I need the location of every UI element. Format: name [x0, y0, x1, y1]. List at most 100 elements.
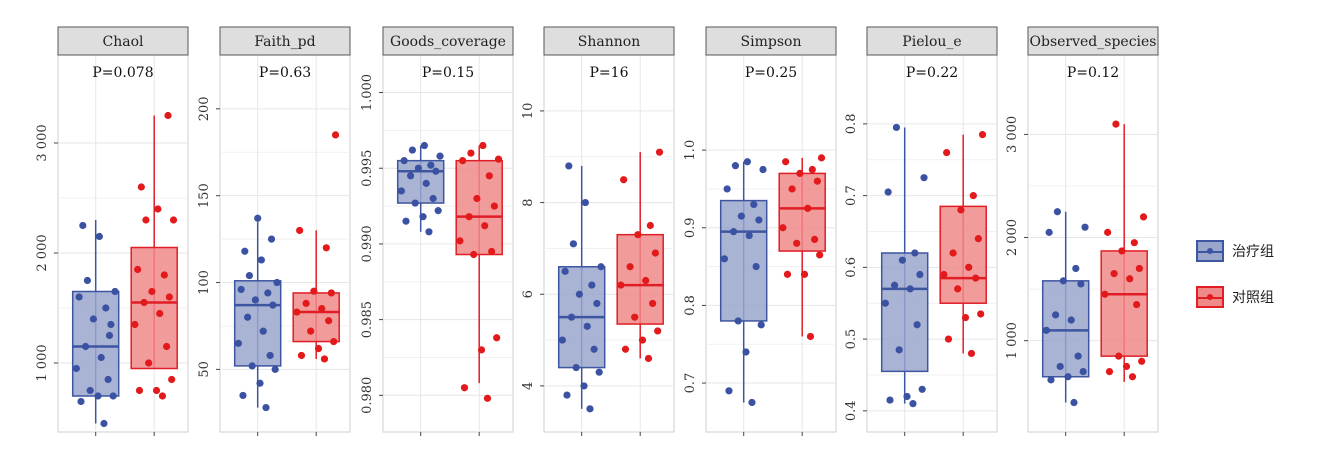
data-point [1101, 290, 1109, 298]
data-point [459, 157, 467, 165]
data-point [563, 391, 571, 399]
data-point [793, 239, 801, 247]
data-point [400, 157, 408, 165]
data-point [1056, 362, 1064, 371]
y-tick-label: 6 [521, 290, 536, 298]
data-point [911, 249, 919, 257]
y-tick-label: 2 000 [1005, 219, 1020, 256]
strip-header [866, 26, 998, 56]
data-point [978, 131, 987, 139]
strip-title: Shannon [578, 34, 640, 50]
strip-header [705, 26, 837, 56]
data-point [892, 123, 901, 132]
series-treatment [880, 123, 929, 408]
data-point [1047, 376, 1055, 384]
series-control [1100, 120, 1148, 382]
data-point [262, 403, 270, 412]
legend: 治疗组 对照组 [1196, 238, 1326, 318]
panel-0: Chaol P=0.078 1 000 2 000 3 000 [35, 26, 189, 436]
data-point [1118, 247, 1126, 255]
data-point [817, 154, 826, 162]
y-tick-label: 150 [197, 183, 212, 208]
data-point [168, 375, 176, 384]
data-point [264, 289, 272, 297]
legend-item-control: 对照组 [1196, 284, 1274, 310]
data-point [107, 320, 115, 329]
data-point [646, 221, 654, 230]
data-point [723, 185, 731, 193]
data-point [649, 299, 657, 308]
strip-title: Goods_coverage [390, 34, 506, 50]
data-point [164, 111, 172, 120]
strip-header [219, 26, 351, 56]
panel-6: Observed_species P=0.12 1 000 2 000 3 000 [1005, 26, 1159, 436]
strip-title: Chaol [103, 34, 145, 50]
data-point [488, 247, 496, 256]
data-point [949, 249, 957, 257]
data-point [895, 346, 903, 354]
data-point [737, 212, 746, 220]
data-point [1135, 264, 1143, 273]
data-point [881, 299, 889, 307]
data-point [1053, 208, 1062, 216]
data-point [293, 308, 301, 316]
y-tick-label: 100 [197, 270, 212, 295]
data-point [1105, 367, 1114, 376]
data-point [94, 392, 102, 400]
data-point [331, 131, 340, 139]
data-point [944, 335, 953, 343]
y-tick-label: 200 [197, 96, 212, 121]
y-tick-label: 0.980 [360, 377, 375, 414]
data-point [460, 384, 469, 392]
panel-4: Simpson P=0.25 0.7 0.8 0.9 1.0 [683, 26, 837, 436]
data-point [330, 337, 338, 346]
legend-label-treatment: 治疗组 [1232, 244, 1274, 260]
data-point [257, 256, 265, 264]
data-point [327, 289, 335, 297]
data-point [811, 235, 819, 244]
data-point [620, 176, 628, 184]
data-point [140, 298, 148, 307]
data-point [755, 216, 763, 224]
y-tick-label: 10 [521, 103, 536, 120]
data-point [134, 265, 142, 274]
box [1041, 280, 1090, 378]
data-point [804, 204, 812, 212]
data-point [909, 400, 917, 408]
data-point [307, 327, 315, 335]
data-point [160, 271, 168, 279]
data-point [1112, 120, 1120, 128]
p-value: P=0.15 [422, 65, 474, 81]
data-point [961, 313, 970, 322]
p-value: P=0.22 [906, 65, 958, 81]
data-point [105, 331, 114, 340]
data-point [655, 148, 664, 156]
y-tick-label: 3 000 [35, 124, 50, 161]
data-point [273, 278, 281, 287]
data-point [432, 167, 440, 175]
data-point [408, 146, 417, 154]
y-tick-label: 2 000 [35, 234, 50, 271]
data-point [266, 351, 274, 360]
data-point [102, 304, 110, 312]
data-point [974, 235, 982, 243]
data-point [913, 321, 921, 329]
data-point [808, 165, 816, 174]
y-tick-label: 0.8 [683, 295, 698, 316]
data-point [1139, 213, 1148, 221]
data-point [1045, 228, 1053, 236]
data-point [725, 387, 733, 395]
data-point [397, 187, 405, 195]
data-point [429, 194, 437, 203]
data-point [1079, 367, 1087, 376]
legend-swatch-treatment [1196, 240, 1224, 262]
data-point [567, 313, 576, 321]
y-tick-label: 0.6 [844, 257, 859, 278]
series-treatment [1041, 208, 1090, 407]
data-point [1081, 223, 1089, 231]
data-point [1070, 398, 1078, 407]
data-point [248, 362, 256, 370]
data-point [1104, 228, 1112, 236]
data-point [169, 216, 178, 224]
box [292, 292, 340, 343]
